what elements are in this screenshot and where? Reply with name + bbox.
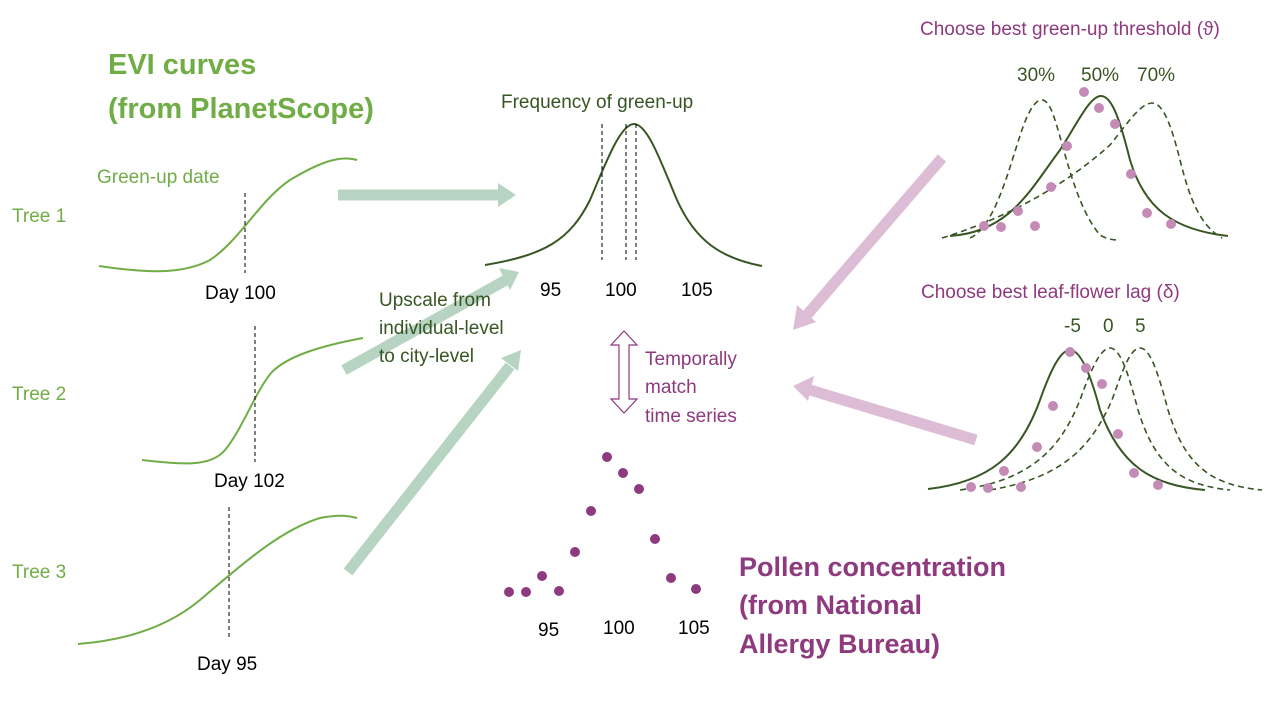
match-text-line3: time series <box>645 406 737 427</box>
pollen-dot <box>618 468 628 478</box>
threshold-label-30: 30% <box>1017 65 1055 86</box>
threshold-curve-30 <box>969 99 1121 241</box>
pollen-dot <box>691 584 701 594</box>
pollen-tick-100: 100 <box>603 618 635 639</box>
upscale-arrows <box>338 183 521 576</box>
frequency-green-up-lines <box>601 124 637 260</box>
lag-curve-5 <box>989 347 1263 491</box>
pollen-dot <box>650 534 660 544</box>
pollen-dot <box>570 547 580 557</box>
tree-1-label: Tree 1 <box>12 206 66 227</box>
tree-2-day-label: Day 102 <box>214 471 285 492</box>
threshold-label-50: 50% <box>1081 65 1119 86</box>
pollen-tick-105: 105 <box>678 618 710 639</box>
pollen-title-line2: (from National <box>739 590 922 620</box>
frequency-title: Frequency of green-up <box>501 92 693 113</box>
frequency-tick-95: 95 <box>540 280 561 301</box>
threshold-curve-50 <box>949 94 1229 237</box>
pollen-dot <box>504 587 514 597</box>
tree-3-evi-curve <box>77 514 358 645</box>
tree-3-label: Tree 3 <box>12 562 66 583</box>
frequency-curve <box>484 122 763 267</box>
lag-curve-minus5 <box>927 348 1206 491</box>
pollen-dot <box>521 587 531 597</box>
arrow-lag-to-center <box>793 376 978 446</box>
threshold-label-70: 70% <box>1137 65 1175 86</box>
threshold-title: Choose best green-up threshold (ϑ) <box>920 19 1220 40</box>
arrow-threshold-to-center <box>793 154 947 330</box>
calibration-arrows <box>793 154 978 446</box>
pollen-tick-95: 95 <box>538 620 559 641</box>
double-arrow-icon <box>609 330 639 414</box>
pollen-dot <box>554 586 564 596</box>
lag-label-minus5: -5 <box>1064 316 1081 337</box>
lag-label-5: 5 <box>1135 316 1146 337</box>
green-up-date-label: Green-up date <box>97 167 220 188</box>
evi-title-line1: EVI curves <box>108 49 256 81</box>
match-text-line1: Temporally <box>645 349 737 370</box>
lag-pollen-dots <box>966 347 1163 493</box>
lag-title: Choose best leaf-flower lag (δ) <box>921 282 1180 303</box>
tree-1-day-label: Day 100 <box>205 283 276 304</box>
arrow-tree3-to-frequency <box>343 350 521 576</box>
upscale-text-line2: individual-level <box>379 318 504 339</box>
threshold-curve-70 <box>941 102 1223 239</box>
tree-2-label: Tree 2 <box>12 384 66 405</box>
pollen-dot <box>666 573 676 583</box>
pollen-dot <box>602 452 612 462</box>
upscale-text-line1: Upscale from <box>379 290 491 311</box>
tree-1-evi-curve <box>98 157 358 273</box>
pollen-dot <box>586 506 596 516</box>
threshold-pollen-dots <box>979 87 1176 232</box>
tree-3-day-label: Day 95 <box>197 654 257 675</box>
lag-label-0: 0 <box>1103 316 1114 337</box>
pollen-dot <box>634 484 644 494</box>
arrow-tree1-to-frequency <box>338 183 516 207</box>
tree-2-evi-curve <box>141 337 364 465</box>
pollen-title-line1: Pollen concentration <box>739 552 1006 582</box>
pollen-title-line3: Allergy Bureau) <box>739 629 940 659</box>
pollen-dot <box>537 571 547 581</box>
match-text-line2: match <box>645 377 697 398</box>
frequency-tick-100: 100 <box>605 280 637 301</box>
pollen-dots <box>504 452 701 597</box>
arrow-tree2-to-frequency <box>341 268 519 375</box>
upscale-text-line3: to city-level <box>379 346 474 367</box>
evi-title-line2: (from PlanetScope) <box>108 93 374 125</box>
frequency-tick-105: 105 <box>681 280 713 301</box>
lag-curve-0 <box>959 347 1231 491</box>
